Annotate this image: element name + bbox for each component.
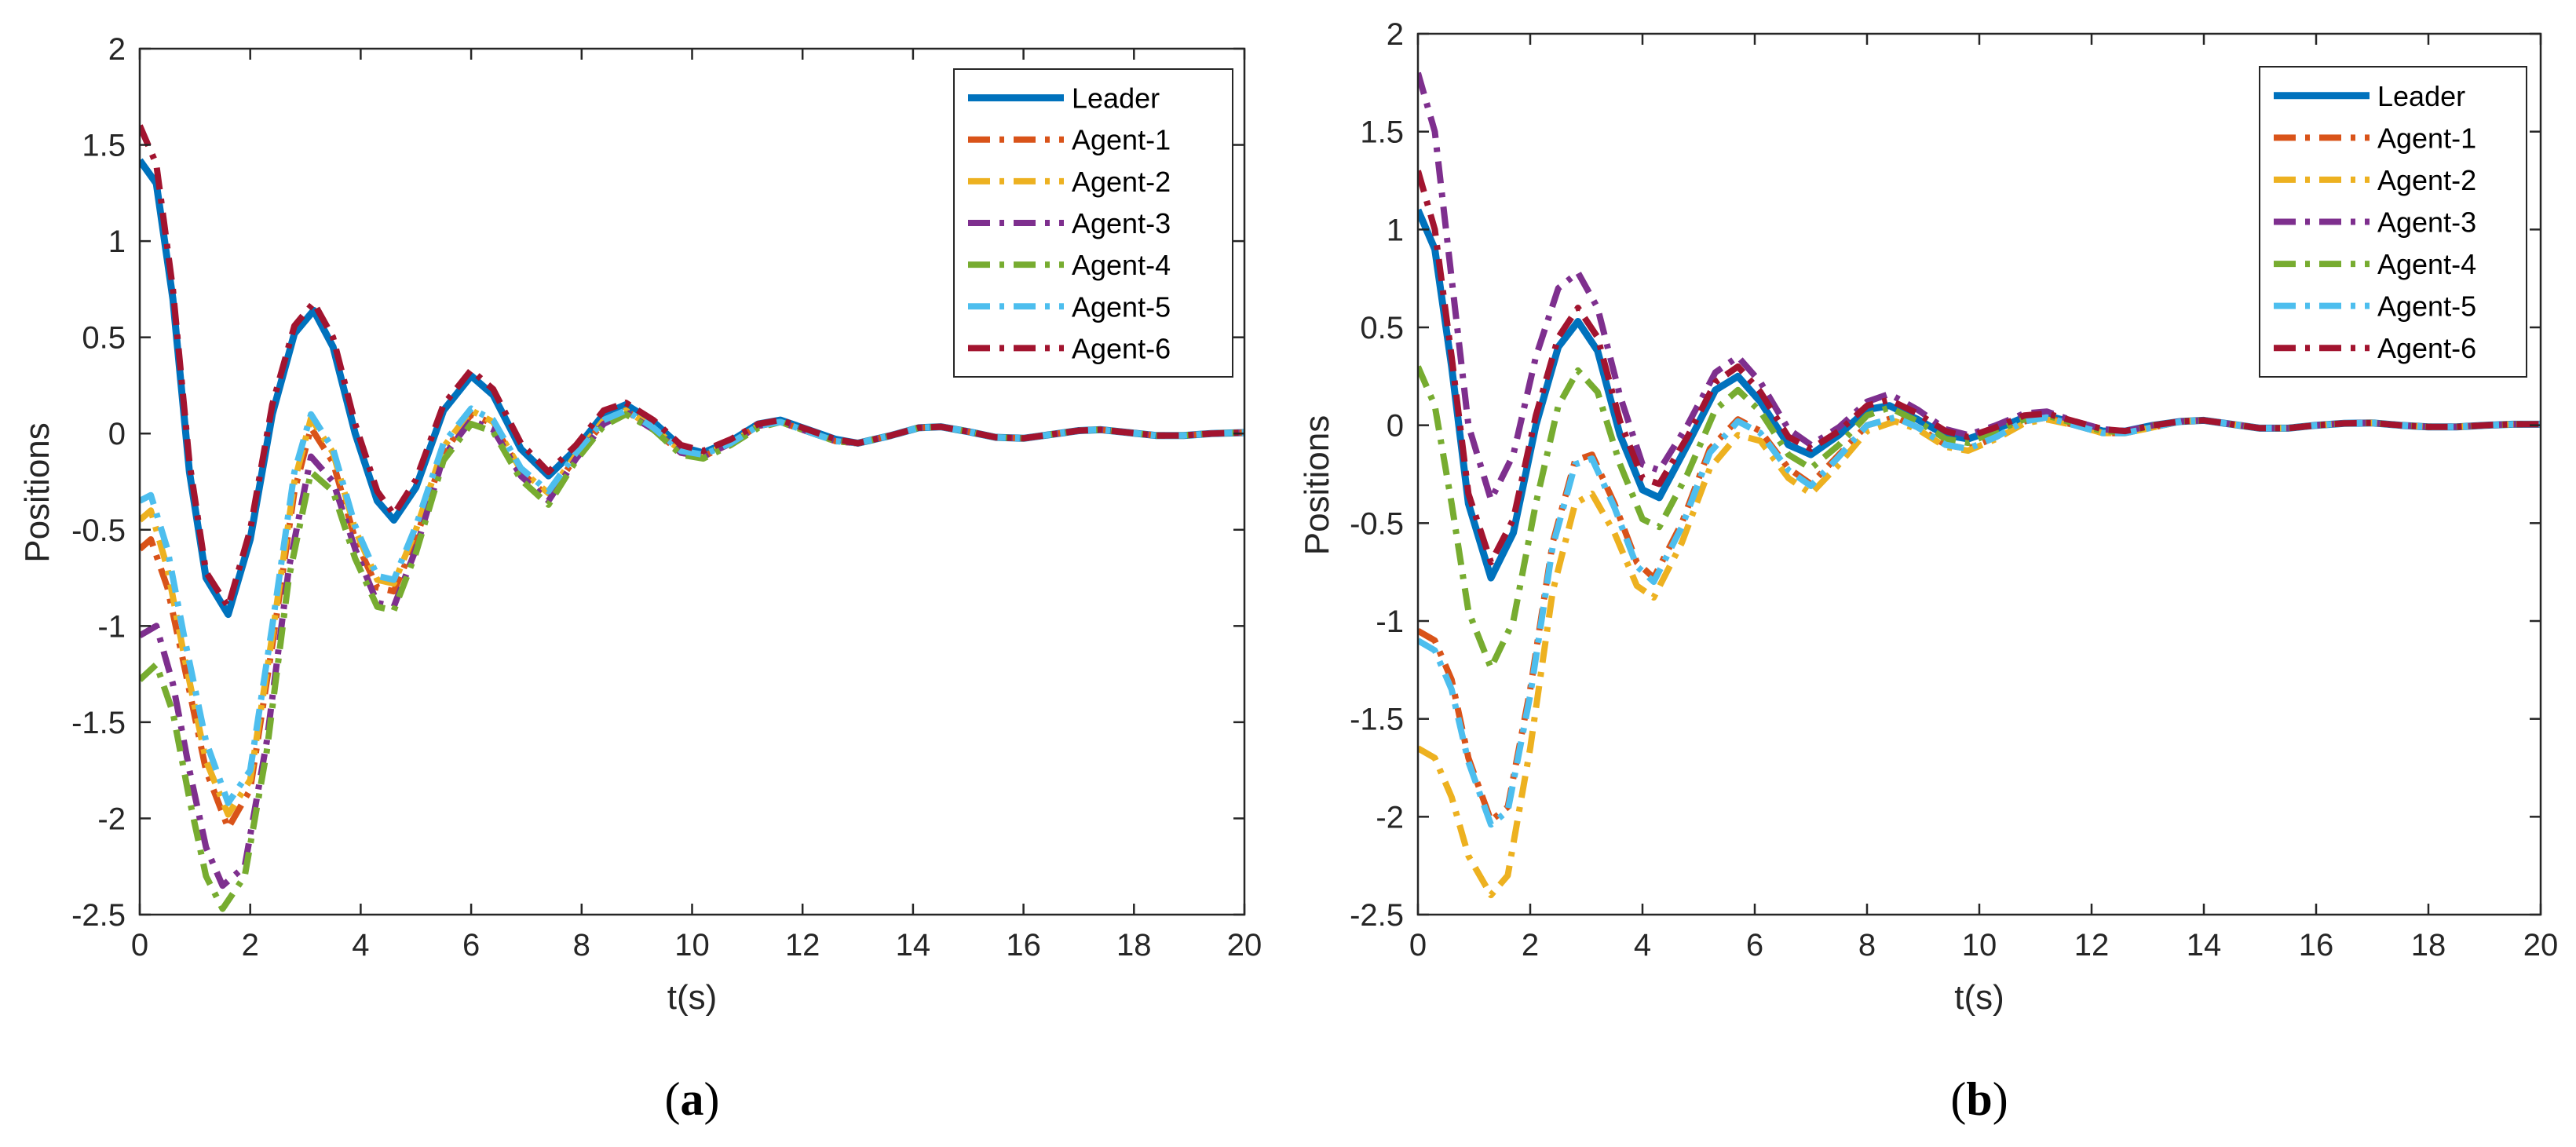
x-tick-label: 12 <box>785 928 820 963</box>
x-tick-label: 18 <box>2411 928 2446 963</box>
series-line-agent-6 <box>1418 170 2541 566</box>
series-line-agent-5 <box>1418 414 2541 828</box>
y-tick-label: -2 <box>97 802 126 836</box>
x-tick-label: 0 <box>131 928 148 963</box>
y-tick-label: 1 <box>108 225 126 259</box>
series-group <box>1418 71 2541 899</box>
y-tick-label: -2.5 <box>1350 898 1404 933</box>
legend-label-agent-4: Agent-4 <box>1072 249 1171 281</box>
x-tick-label: 0 <box>1409 928 1427 963</box>
series-group <box>140 124 1244 912</box>
series-line-agent-4 <box>1418 365 2541 671</box>
legend-label-agent-2: Agent-2 <box>1072 166 1171 198</box>
legend-box <box>2259 66 2527 378</box>
x-tick-label: 16 <box>1006 928 1041 963</box>
series-line-agent-3 <box>1418 71 2541 503</box>
x-tick-label: 2 <box>1522 928 1539 963</box>
y-tick-label: -0.5 <box>1350 506 1404 541</box>
x-axis-label: t(s) <box>667 978 718 1017</box>
x-tick-label: 6 <box>462 928 480 963</box>
x-tick-label: 2 <box>242 928 259 963</box>
legend-label-agent-1: Agent-1 <box>1072 124 1171 156</box>
y-tick-label: 2 <box>1387 17 1404 52</box>
x-tick-label: 18 <box>1116 928 1152 963</box>
legend: Leader Agent-1 Agent-2 Agent-3 Agent-4 Agent-… <box>953 68 1233 378</box>
legend-label-agent-4: Agent-4 <box>2377 248 2476 280</box>
legend-label-agent-1: Agent-1 <box>2377 122 2476 154</box>
y-tick-label: 0.5 <box>1360 311 1404 345</box>
legend-label-agent-5: Agent-5 <box>2377 290 2476 323</box>
x-tick-label: 14 <box>2187 928 2222 963</box>
y-axis-label: Positions <box>1298 415 1336 556</box>
legend-label-agent-5: Agent-5 <box>1072 290 1171 323</box>
y-tick-label: -1 <box>97 609 126 644</box>
x-tick-label: 12 <box>2074 928 2110 963</box>
x-tick-label: 20 <box>1227 928 1262 963</box>
y-tick-label: 1.5 <box>1360 115 1404 150</box>
panel-label: (b) <box>1950 1073 2008 1125</box>
y-tick-label: 0 <box>108 417 126 451</box>
legend-label-agent-2: Agent-2 <box>2377 164 2476 196</box>
y-tick-label: -2 <box>1376 800 1404 835</box>
y-tick-label: -1.5 <box>71 706 126 740</box>
x-tick-label: 16 <box>2299 928 2334 963</box>
x-tick-label: 8 <box>573 928 590 963</box>
x-tick-label: 8 <box>1858 928 1876 963</box>
x-tick-label: 6 <box>1746 928 1763 963</box>
y-tick-label: -1 <box>1376 605 1404 639</box>
y-tick-label: -1.5 <box>1350 703 1404 737</box>
x-tick-label: 10 <box>1962 928 1997 963</box>
y-tick-label: 1.5 <box>82 129 126 163</box>
series-line-agent-6 <box>140 124 1244 610</box>
legend-label-leader: Leader <box>2377 80 2465 112</box>
x-tick-label: 20 <box>2523 928 2559 963</box>
x-axis-label: t(s) <box>1954 978 2004 1017</box>
x-tick-label: 14 <box>896 928 931 963</box>
chart-panel-b: 0 2 4 6 8 10 12 14 16 18 20 -2.5 -2 -1.5 -1 -0.5 0 0.5 1 1.… <box>1298 17 2558 1125</box>
x-tick-label: 4 <box>352 928 369 963</box>
legend-label-agent-3: Agent-3 <box>1072 207 1171 239</box>
y-tick-label: -2.5 <box>71 898 126 933</box>
legend: Leader Agent-1 Agent-2 Agent-3 Agent-4 Agent-… <box>2259 66 2527 378</box>
chart-panel-a: 0 2 4 6 8 10 12 14 16 18 20 -2.5 -2 -1.5 -1 -0.5 0 0.5 1 1.… <box>18 32 1262 1125</box>
y-tick-label: 0 <box>1387 409 1404 444</box>
legend-label-leader: Leader <box>1072 82 1160 115</box>
y-tick-label: 1 <box>1387 213 1404 247</box>
legend-label-agent-6: Agent-6 <box>2377 332 2476 364</box>
y-tick-label: -0.5 <box>71 513 126 548</box>
x-tick-label: 10 <box>674 928 710 963</box>
legend-label-agent-3: Agent-3 <box>2377 206 2476 239</box>
legend-label-agent-6: Agent-6 <box>1072 332 1171 364</box>
y-axis-label: Positions <box>18 422 57 563</box>
y-tick-label: 2 <box>108 32 126 67</box>
x-tick-label: 4 <box>1634 928 1651 963</box>
y-tick-label: 0.5 <box>82 321 126 356</box>
panel-label: (a) <box>665 1073 720 1125</box>
